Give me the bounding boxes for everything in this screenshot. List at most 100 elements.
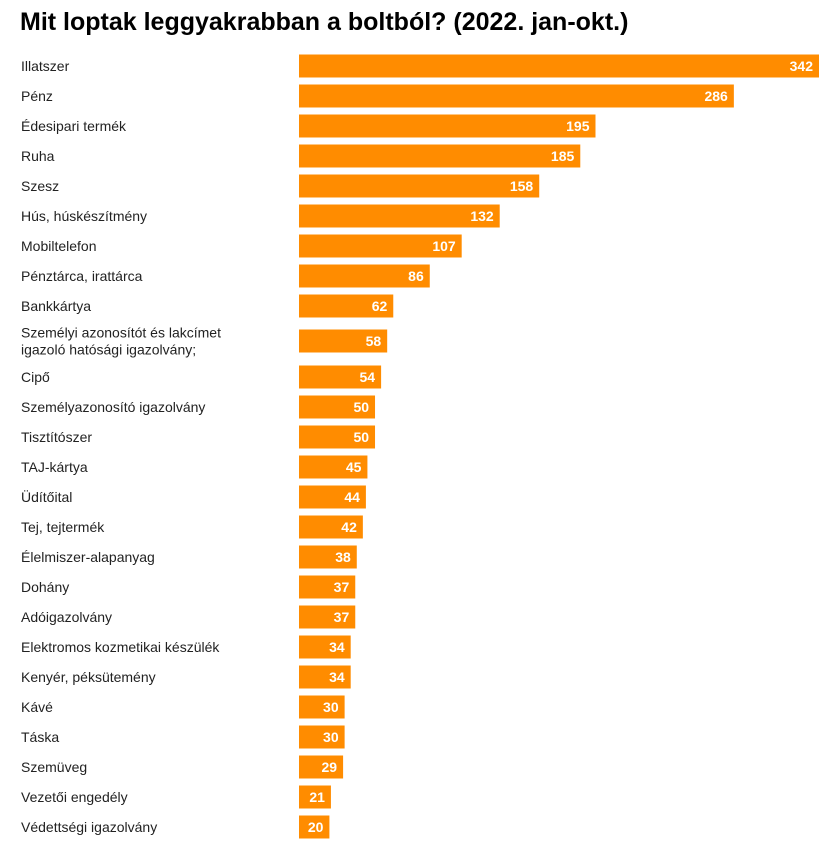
category-label: Tej, tejtermék <box>21 519 105 535</box>
bar-row: Mobiltelefon 107 <box>21 234 462 258</box>
chart-title: Mit loptak leggyakrabban a boltból? (202… <box>20 8 629 36</box>
category-label: Üdítőital <box>21 488 72 505</box>
value-label: 34 <box>329 639 345 655</box>
value-label: 29 <box>322 759 338 775</box>
category-label: Ruha <box>21 148 55 164</box>
category-label: TAJ-kártya <box>21 459 88 475</box>
bar <box>299 455 368 479</box>
bar-row: Tej, tejtermék 42 <box>21 515 363 539</box>
category-label: Kávé <box>21 699 53 715</box>
bar <box>299 294 394 318</box>
value-label: 58 <box>366 333 382 349</box>
category-label: Cipő <box>21 369 50 385</box>
bar-row: Adóigazolvány 37 <box>21 605 356 629</box>
bar-row: Bankkártya 62 <box>21 294 394 318</box>
value-label: 107 <box>432 238 456 254</box>
category-label: Illatszer <box>21 58 70 74</box>
bar <box>299 329 388 353</box>
bar-row: Hús, húskészítmény 132 <box>21 204 500 228</box>
category-label: Élelmiszer-alapanyag <box>21 549 155 565</box>
bar <box>299 515 363 539</box>
bar-row: Táska 30 <box>21 725 345 749</box>
value-label: 38 <box>335 549 351 565</box>
category-label: Táska <box>21 729 59 745</box>
value-label: 42 <box>341 519 357 535</box>
category-label: Adóigazolvány <box>21 609 112 625</box>
bar <box>299 575 356 599</box>
category-label: Dohány <box>21 579 69 595</box>
bar-row: Személyazonosító igazolvány 50 <box>21 395 376 419</box>
bar-row: Illatszer 342 <box>21 54 819 78</box>
value-label: 21 <box>309 789 325 805</box>
category-label: Védettségi igazolvány <box>21 819 157 835</box>
bar-row: Élelmiszer-alapanyag 38 <box>21 545 357 569</box>
bar <box>299 174 540 198</box>
value-label: 50 <box>353 429 369 445</box>
value-label: 158 <box>510 178 534 194</box>
bar <box>299 605 356 629</box>
bar <box>299 84 734 108</box>
value-label: 62 <box>372 298 388 314</box>
category-label: Szemüveg <box>21 759 87 775</box>
value-label: 45 <box>346 459 362 475</box>
category-label: Kenyér, péksütemény <box>21 669 156 685</box>
bar <box>299 264 430 288</box>
category-label: Pénztárca, irattárca <box>21 268 143 284</box>
category-label: Pénz <box>21 88 53 104</box>
bar <box>299 695 345 719</box>
value-label: 44 <box>344 489 360 505</box>
value-label: 37 <box>334 609 350 625</box>
bar-row: Szesz 158 <box>21 174 540 198</box>
category-label: Vezetői engedély <box>21 789 128 805</box>
bar <box>299 114 596 138</box>
bar-row: Kávé 30 <box>21 695 345 719</box>
bar <box>299 234 462 258</box>
value-label: 37 <box>334 579 350 595</box>
bar <box>299 785 331 809</box>
value-label: 86 <box>408 268 424 284</box>
bar <box>299 425 376 449</box>
value-label: 185 <box>551 148 575 164</box>
category-label: Mobiltelefon <box>21 238 97 254</box>
bar-row: Ruha 185 <box>21 144 581 168</box>
category-label: Édesipari termék <box>21 118 127 134</box>
category-label: Személyazonosító igazolvány <box>21 399 205 415</box>
bar-row: Kenyér, péksütemény 34 <box>21 665 351 689</box>
bar-row: Személyi azonosítót és lakcímet igazoló h… <box>21 325 388 358</box>
value-label: 30 <box>323 699 339 715</box>
category-label: Bankkártya <box>21 298 91 314</box>
bar-row: Üdítőital 44 <box>21 485 366 509</box>
bar <box>299 144 581 168</box>
bar-row: Pénz 286 <box>21 84 734 108</box>
value-label: 54 <box>360 369 376 385</box>
bar-row: Védettségi igazolvány 20 <box>21 815 330 839</box>
value-label: 286 <box>704 88 728 104</box>
bar <box>299 635 351 659</box>
bar-row: Vezetői engedély 21 <box>21 785 331 809</box>
bar-row: Pénztárca, irattárca 86 <box>21 264 430 288</box>
bar <box>299 365 382 389</box>
bar <box>299 204 500 228</box>
category-label: Szesz <box>21 178 59 194</box>
category-label: Tisztítószer <box>21 429 92 445</box>
bar <box>299 485 366 509</box>
bar <box>299 815 330 839</box>
bar <box>299 725 345 749</box>
value-label: 195 <box>566 118 590 134</box>
bar-row: Édesipari termék 195 <box>21 114 596 138</box>
bar <box>299 755 344 779</box>
value-label: 34 <box>329 669 345 685</box>
bar <box>299 395 376 419</box>
bar-row: Dohány 37 <box>21 575 356 599</box>
value-label: 132 <box>470 208 494 224</box>
category-label: Elektromos kozmetikai készülék <box>21 639 220 655</box>
bar-row: Szemüveg 29 <box>21 755 344 779</box>
category-label: Hús, húskészítmény <box>21 208 147 224</box>
bar <box>299 665 351 689</box>
value-label: 50 <box>353 399 369 415</box>
category-label: Személyi azonosítót és lakcímet igazoló h… <box>21 325 221 358</box>
bar <box>299 54 819 78</box>
bar <box>299 545 357 569</box>
value-label: 342 <box>790 58 814 74</box>
